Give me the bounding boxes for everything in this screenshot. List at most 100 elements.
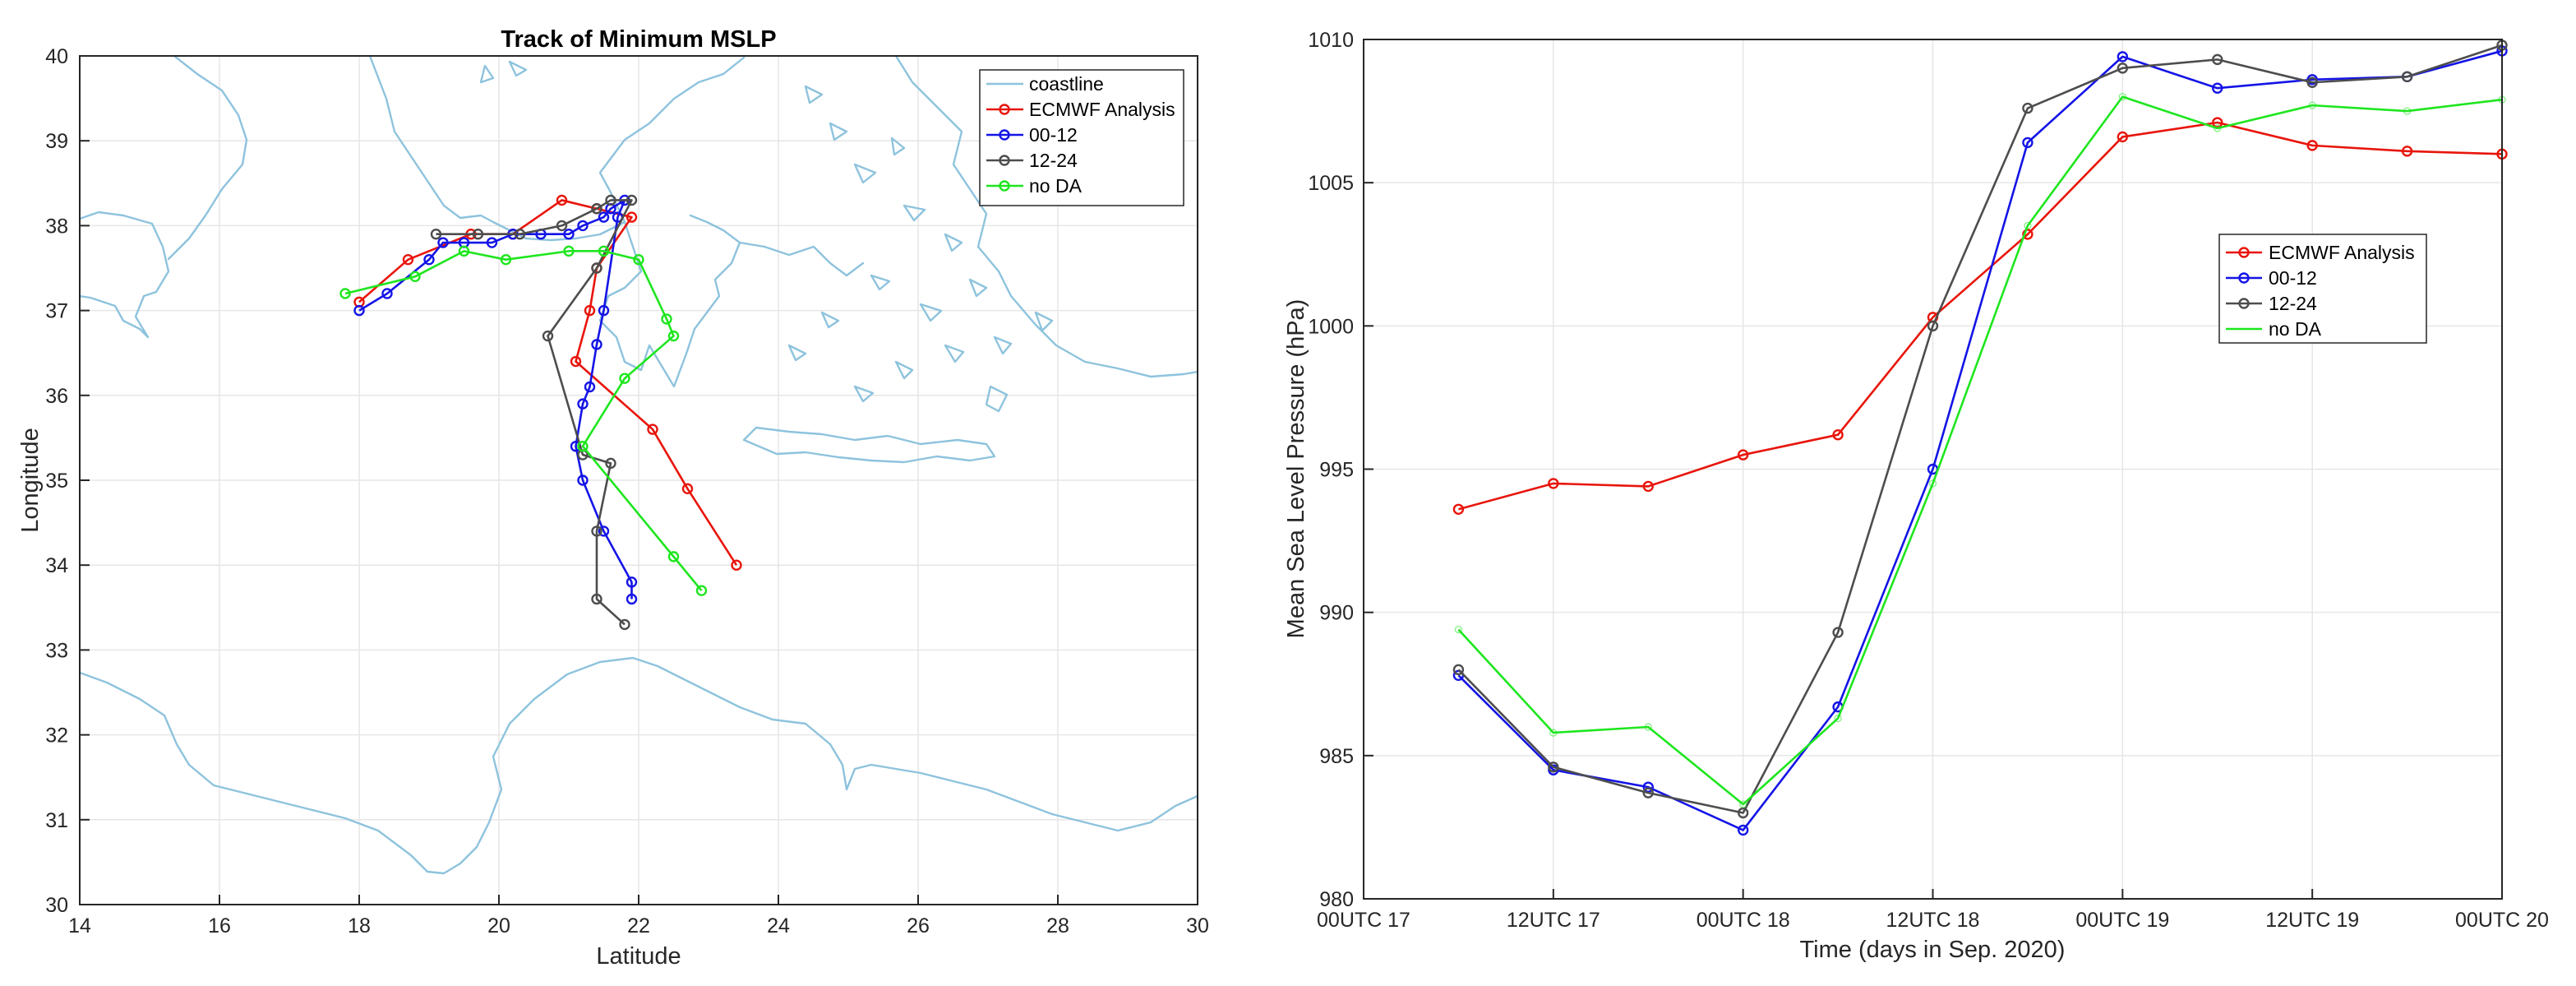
coastline-africa — [80, 656, 1198, 875]
track-point-00-12 — [423, 253, 435, 266]
mslp-point-ecmwf-analysis — [1452, 503, 1465, 515]
track-map-panel: 14 16 18 20 22 24 26 28 30 30 31 32 33 34 35 36 37 38 39 40… — [17, 26, 1209, 970]
mslp-x-tick-label: 00UTC 18 — [1697, 909, 1790, 932]
mslp-point-00-12 — [1737, 824, 1749, 836]
map-y-tick-label: 40 — [45, 45, 68, 68]
coastline — [80, 56, 1198, 875]
map-legend-label-coastline: coastline — [1029, 73, 1104, 95]
track-point-12-24 — [472, 229, 484, 240]
mslp-point-ecmwf-analysis — [1737, 449, 1749, 461]
mslp-point-12-24 — [1452, 664, 1465, 676]
mslp-x-tick-label: 00UTC 19 — [2075, 909, 2169, 932]
map-x-tick-label: 24 — [767, 914, 790, 937]
coastline-greece — [598, 56, 865, 388]
track-point-no-da — [661, 313, 672, 325]
map-legend-label-12-24: 12-24 — [1029, 150, 1078, 171]
map-legend-label-00-12: 00-12 — [1029, 124, 1078, 146]
track-point-ecmwf-analysis — [647, 424, 658, 435]
coastline-crete — [742, 426, 996, 464]
track-point-no-da — [598, 245, 610, 257]
map-legend-label-no-da: no DA — [1029, 175, 1083, 197]
track-point-00-12 — [626, 593, 638, 605]
track-line-12-24 — [436, 199, 633, 626]
track-series-no-da — [339, 245, 708, 596]
mslp-point-no-da — [2118, 93, 2126, 101]
track-point-00-12 — [437, 237, 449, 248]
mslp-legend-marker-ecmwf-analysis — [2238, 247, 2250, 258]
mslp-point-00-12 — [2022, 137, 2034, 149]
mslp-point-00-12 — [1642, 781, 1654, 793]
mslp-point-12-24 — [1927, 320, 1939, 332]
mslp-point-no-da — [1644, 723, 1652, 731]
mslp-line-ecmwf-analysis — [1458, 121, 2503, 511]
track-point-12-24 — [591, 593, 602, 605]
track-point-00-12 — [591, 339, 602, 350]
mslp-point-12-24 — [2117, 62, 2129, 74]
mslp-legend-marker-12-24 — [2238, 298, 2250, 309]
map-y-tick-label: 30 — [45, 894, 68, 917]
mslp-x-tick-label: 00UTC 20 — [2455, 909, 2549, 932]
mslp-point-00-12 — [2212, 82, 2223, 94]
map-legend-marker-ecmwf-analysis — [999, 104, 1010, 115]
mslp-series — [1452, 39, 2508, 836]
track-point-no-da — [667, 330, 680, 342]
map-x-tick-label: 26 — [907, 914, 930, 937]
track-point-00-12 — [353, 304, 365, 317]
track-point-12-24 — [591, 262, 602, 274]
track-point-no-da — [633, 253, 644, 266]
mslp-point-no-da — [2024, 221, 2032, 230]
track-point-12-24 — [542, 330, 554, 342]
mslp-legend-label-ecmwf-analysis: ECMWF Analysis — [2269, 242, 2415, 263]
track-point-00-12 — [598, 304, 610, 317]
map-title: Track of Minimum MSLP — [501, 26, 776, 53]
map-x-tick-label: 14 — [68, 914, 91, 937]
mslp-legend-marker-00-12 — [2238, 272, 2250, 284]
map-legend-marker-00-12 — [999, 129, 1010, 141]
track-point-12-24 — [619, 618, 630, 631]
track-point-12-24 — [514, 229, 526, 240]
mslp-point-no-da — [1454, 625, 1463, 634]
map-y-tick-label: 31 — [45, 809, 68, 832]
track-point-no-da — [695, 585, 708, 596]
mslp-point-no-da — [2214, 124, 2222, 132]
mslp-point-12-24 — [2212, 53, 2223, 66]
mslp-point-ecmwf-analysis — [2212, 117, 2223, 128]
map-legend-marker-12-24 — [999, 155, 1010, 166]
mslp-point-no-da — [2403, 107, 2412, 115]
mslp-point-ecmwf-analysis — [1642, 480, 1654, 493]
mslp-point-00-12 — [2117, 51, 2129, 62]
mslp-legend-label-no-da: no DA — [2269, 318, 2322, 340]
mslp-panel: 00UTC 17 12UTC 17 00UTC 18 12UTC 18 00UTC 19… — [1283, 29, 2549, 963]
mslp-x-axis-label: Time (days in Sep. 2020) — [1800, 937, 2066, 963]
mslp-x-tick-label: 12UTC 17 — [1507, 909, 1600, 932]
track-point-12-24 — [556, 220, 568, 232]
map-x-tick-label: 18 — [348, 914, 371, 937]
mslp-y-tick-label: 980 — [1319, 888, 1354, 911]
coastline-aegean-islands — [479, 60, 1054, 403]
track-point-no-da — [563, 245, 575, 257]
mslp-y-tick-label: 985 — [1319, 745, 1354, 768]
map-y-tick-label: 37 — [45, 300, 68, 323]
track-point-ecmwf-analysis — [584, 304, 596, 317]
mslp-point-12-24 — [1832, 627, 1844, 638]
track-point-00-12 — [598, 525, 610, 537]
track-point-no-da — [577, 441, 589, 452]
map-y-tick-label: 38 — [45, 215, 68, 238]
mslp-point-12-24 — [1642, 787, 1654, 799]
track-point-no-da — [619, 373, 630, 384]
track-point-ecmwf-analysis — [626, 211, 638, 223]
map-y-tick-label: 32 — [45, 724, 68, 748]
mslp-y-tick-label: 995 — [1319, 459, 1354, 482]
map-y-axis-label: Longitude — [17, 428, 44, 532]
track-point-ecmwf-analysis — [402, 253, 414, 266]
map-legend-marker-no-da — [999, 180, 1010, 192]
track-point-ecmwf-analysis — [731, 559, 742, 571]
track-point-no-da — [500, 253, 512, 266]
map-y-tick-label: 35 — [45, 470, 68, 493]
track-point-no-da — [458, 245, 470, 257]
mslp-legend-label-00-12: 00-12 — [2269, 267, 2317, 289]
mslp-point-ecmwf-analysis — [1548, 478, 1559, 489]
mslp-point-12-24 — [1737, 807, 1749, 819]
map-y-tick-label: 39 — [45, 130, 68, 153]
